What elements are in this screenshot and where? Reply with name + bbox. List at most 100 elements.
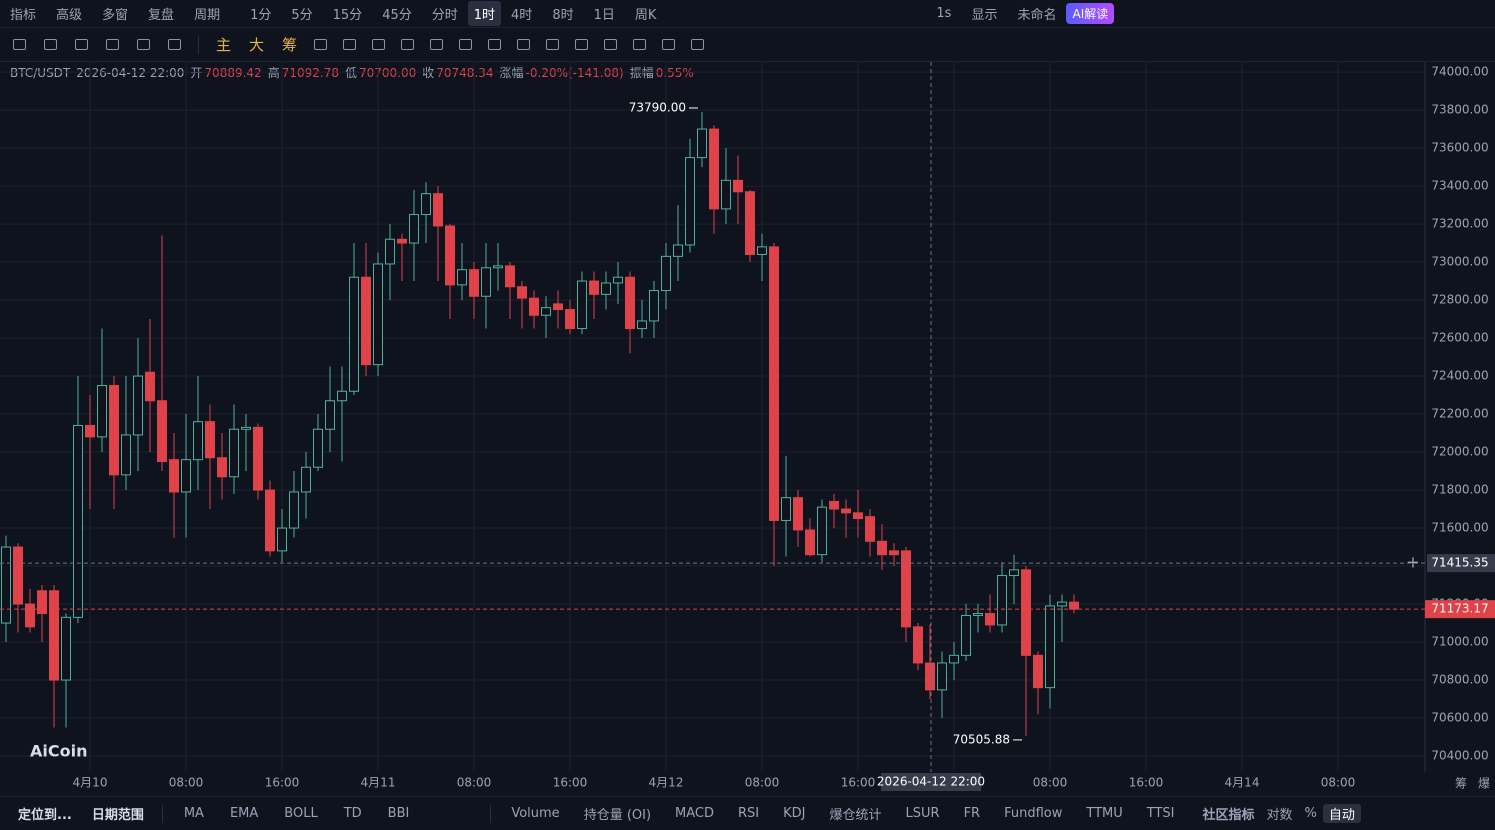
candle-body [1009,569,1019,577]
bottom-button[interactable]: 日期范围 [91,808,144,823]
sub-indicator[interactable]: Volume [511,806,560,821]
period-tab[interactable]: 45分 [382,8,412,23]
candle-body [685,157,695,246]
candle-body [565,309,575,330]
toolbar-button[interactable]: 高级 [56,8,83,23]
candle-body [49,590,59,681]
main-indicator[interactable]: BOLL [284,806,318,821]
candle-body [673,244,683,257]
period-tab[interactable]: 分时 [431,8,458,23]
y-tick-label: 73600.00 [1431,141,1488,155]
bottom-option[interactable]: 社区指标 [1202,808,1255,823]
sub-indicator[interactable]: KDJ [783,806,806,821]
period-tab[interactable]: 4时 [511,8,533,23]
candle-body [601,282,611,295]
tool-icon[interactable] [430,39,444,50]
sub-indicator[interactable]: FR [963,806,981,821]
period-tab[interactable]: 5分 [291,8,313,23]
tool-icon[interactable] [575,39,589,50]
period-tab[interactable]: 1日 [593,8,615,23]
crosshair-price: 71415.35 [1431,556,1488,570]
bottom-option[interactable]: % [1304,806,1317,821]
tool-icon[interactable] [168,39,181,50]
price-axis-bg [1425,62,1495,796]
tool-icon[interactable] [459,39,473,50]
candle-body [793,497,803,531]
candle-body [145,371,155,402]
tool-icon[interactable] [401,39,415,50]
x-tick-label: 08:00 [745,776,780,790]
tool-icon[interactable] [314,39,328,50]
tool-icon[interactable] [691,39,705,50]
candle-body [553,303,563,311]
tool-icon[interactable] [604,39,618,50]
candle-body [985,613,995,626]
tool-label[interactable]: 筹 [282,36,298,54]
toolbar-button[interactable]: 多窗 [102,8,129,23]
sub-indicator[interactable]: 持仓量 (OI) [583,808,652,823]
x-tick-label: 16:00 [1129,776,1164,790]
separator [490,804,492,823]
period-tab[interactable]: 周K [634,8,657,23]
candle-body [733,179,743,193]
x-tick-label: 4月11 [361,776,396,790]
sub-indicator[interactable]: LSUR [905,806,940,821]
bottom-button[interactable]: 定位到... [18,808,72,823]
toolbar-button[interactable]: 显示 [971,8,998,23]
toolbar-button[interactable]: 1s [936,6,952,21]
candle-body [133,375,143,436]
tool-icon[interactable] [75,39,88,50]
y-tick-label: 70400.00 [1431,749,1488,763]
tool-icon[interactable] [372,39,386,50]
toolbar-button[interactable]: 周期 [194,8,221,23]
x-tick-label: 08:00 [169,776,204,790]
tool-icon[interactable] [517,39,531,50]
y-tick-label: 72800.00 [1431,293,1488,307]
field-label: 低 [344,66,357,80]
main-indicator[interactable]: TD [343,806,362,821]
bottom-option[interactable]: 自动 [1322,804,1361,823]
period-tab[interactable]: 8时 [552,8,574,23]
toolbar-button[interactable]: AI解读 [1066,3,1115,24]
candle-body [253,426,263,491]
tool-icon[interactable] [633,39,647,50]
sub-indicator[interactable]: RSI [738,806,760,821]
tool-icon[interactable] [488,39,502,50]
toolbar-button[interactable]: 复盘 [148,8,175,23]
tool-icon[interactable] [13,39,26,50]
candle-body [877,540,887,556]
sub-indicator[interactable]: TTMU [1086,806,1123,821]
tool-icon[interactable] [106,39,119,50]
toolbar-button[interactable]: 指标 [10,8,37,23]
candle-body [1069,601,1079,610]
candle-body [445,225,455,286]
sub-indicator[interactable]: Fundflow [1004,806,1063,821]
time: 2026-04-12 22:00 [76,66,185,80]
period-tab[interactable]: 1时 [467,1,502,26]
period-tab[interactable]: 15分 [332,8,363,23]
tool-label[interactable]: 主 [216,36,232,54]
bottom-toolbar: 定位到... 日期范围 MA EMA BOLL TD BBI Volume 持仓量 (OI) MA… [0,796,1495,830]
main-indicator[interactable]: MA [183,806,204,821]
tool-icon[interactable] [44,39,57,50]
tool-icon[interactable] [343,39,357,50]
tool-icon[interactable] [546,39,560,50]
sub-indicator[interactable]: 爆仓统计 [829,808,882,823]
sub-indicator[interactable]: TTSI [1146,806,1175,821]
period-tab[interactable]: 1分 [250,8,272,23]
sub-indicator[interactable]: MACD [675,806,714,821]
main-indicator[interactable]: BBI [387,806,410,821]
main-indicator[interactable]: EMA [229,806,259,821]
tool-label[interactable]: 大 [249,36,265,54]
field-value: 0.55% [655,66,694,80]
candle-body [637,320,647,330]
tool-icon[interactable] [662,39,676,50]
candle-body [61,616,71,681]
tool-icon[interactable] [137,39,150,50]
candle-body [1057,601,1067,607]
x-tick-label: 08:00 [1033,776,1068,790]
bottom-option[interactable]: 对数 [1266,808,1293,823]
toolbar-button[interactable]: 未命名 [1017,8,1057,23]
candle-body [1033,654,1043,689]
y-tick-label: 72600.00 [1431,331,1488,345]
